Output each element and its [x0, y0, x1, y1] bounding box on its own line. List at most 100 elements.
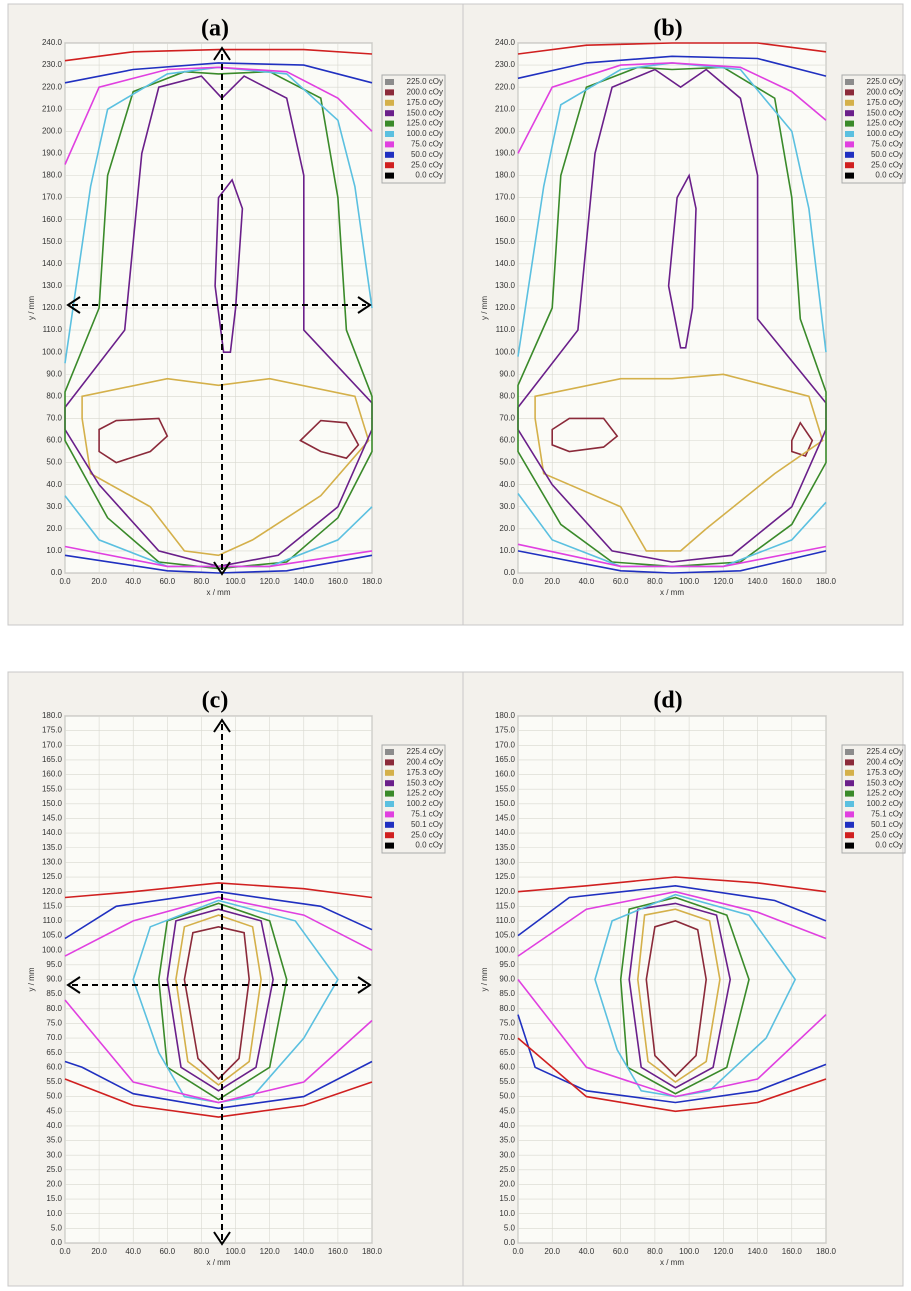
isodose-contour — [64, 75, 373, 568]
y-tick-label: 170.0 — [42, 193, 63, 202]
legend-swatch — [385, 99, 394, 106]
y-tick-label: 20.0 — [46, 524, 62, 533]
x-tick-label: 20.0 — [91, 577, 107, 586]
x-tick-label: 100.0 — [226, 577, 247, 586]
isodose-contour — [64, 66, 373, 165]
legend-label: 150.0 cOy — [407, 108, 443, 117]
isodose-contour — [791, 421, 814, 457]
y-tick-label: 120.0 — [42, 303, 63, 312]
y-tick-label: 20.0 — [499, 1180, 515, 1189]
x-tick-label: 100.0 — [226, 1247, 247, 1256]
legend-swatch — [385, 151, 394, 158]
y-tick-label: 160.0 — [495, 215, 516, 224]
y-tick-label: 145.0 — [495, 814, 516, 823]
x-tick-label: 0.0 — [512, 577, 524, 586]
y-tick-label: 85.0 — [46, 989, 62, 998]
y-tick-label: 40.0 — [499, 480, 515, 489]
x-tick-label: 120.0 — [713, 1247, 734, 1256]
y-axis-label: y / mm — [480, 296, 489, 320]
legend-swatch — [385, 780, 394, 787]
arrow-head — [213, 718, 231, 1246]
isodose-contour — [534, 373, 824, 552]
y-tick-label: 10.0 — [499, 546, 515, 555]
y-tick-label: 0.0 — [504, 1238, 516, 1247]
x-tick-label: 80.0 — [194, 577, 210, 586]
y-tick-label: 100.0 — [495, 945, 516, 954]
legend-label: 50.0 cOy — [411, 150, 443, 159]
y-tick-label: 45.0 — [499, 1106, 515, 1115]
isodose-contour — [64, 545, 373, 568]
y-tick-label: 110.0 — [496, 325, 516, 334]
y-tick-label: 125.0 — [495, 872, 516, 881]
y-tick-label: 170.0 — [495, 740, 516, 749]
isodose-contour — [517, 66, 827, 568]
legend-label: 225.4 cOy — [407, 747, 443, 756]
x-tick-label: 120.0 — [260, 1247, 281, 1256]
y-tick-label: 80.0 — [499, 391, 515, 400]
y-tick-label: 80.0 — [46, 1004, 62, 1013]
x-tick-label: 40.0 — [125, 577, 141, 586]
y-tick-label: 65.0 — [499, 1048, 515, 1057]
isodose-contour — [517, 979, 827, 1098]
legend-swatch — [385, 141, 394, 148]
isodose-contour — [517, 890, 827, 957]
x-tick-label: 140.0 — [294, 577, 315, 586]
y-tick-label: 150.0 — [42, 237, 63, 246]
isodose-contour — [175, 914, 262, 1086]
x-tick-label: 80.0 — [647, 1247, 663, 1256]
isodose-contour — [517, 550, 827, 574]
y-tick-label: 100.0 — [42, 347, 63, 356]
x-tick-label: 140.0 — [294, 1247, 315, 1256]
charts: 0.0 20.0 40.0 60.0 80.0 100.0 120.0 140.0 160.0 1… — [27, 16, 906, 1267]
legend-label: 200.0 cOy — [407, 88, 443, 97]
isodose-contour — [64, 890, 373, 940]
legend-label: 0.0 cOy — [415, 171, 443, 180]
legend-swatch — [845, 811, 854, 818]
legend-swatch — [845, 141, 854, 148]
y-tick-label: 30.0 — [46, 502, 62, 511]
y-tick-label: 50.0 — [499, 458, 515, 467]
y-tick-label: 15.0 — [499, 1194, 515, 1203]
legend-swatch — [845, 89, 854, 96]
x-tick-label: 120.0 — [260, 577, 281, 586]
y-tick-label: 140.0 — [495, 259, 516, 268]
y-tick-label: 140.0 — [42, 259, 63, 268]
legend-box — [381, 74, 446, 184]
legend-label: 75.1 cOy — [871, 810, 903, 819]
legend-swatch — [385, 801, 394, 807]
y-tick-label: 60.0 — [499, 1062, 515, 1071]
legend-swatch — [845, 769, 854, 776]
legend-swatch — [385, 842, 394, 849]
y-tick-label: 55.0 — [46, 1077, 62, 1086]
isodose-contour — [551, 417, 619, 453]
guide-arrows — [66, 46, 372, 1246]
x-tick-label: 0.0 — [512, 1247, 524, 1256]
y-tick-label: 120.0 — [42, 887, 63, 896]
y-tick-label: 210.0 — [495, 104, 516, 113]
legend-label: 225.4 cOy — [867, 747, 903, 756]
y-tick-label: 25.0 — [499, 1165, 515, 1174]
y-tick-label: 110.0 — [43, 325, 63, 334]
y-tick-label: 30.0 — [499, 502, 515, 511]
legend-label: 150.3 cOy — [407, 778, 443, 787]
legend-label: 75.1 cOy — [411, 810, 443, 819]
isodose-contour — [517, 42, 827, 55]
y-tick-label: 5.0 — [51, 1223, 63, 1232]
y-tick-label: 165.0 — [42, 755, 63, 764]
y-tick-label: 160.0 — [42, 215, 63, 224]
legend-label: 50.1 cOy — [411, 820, 443, 829]
y-tick-label: 70.0 — [46, 1033, 62, 1042]
legend-label: 0.0 cOy — [415, 841, 443, 850]
x-tick-label: 140.0 — [748, 1247, 769, 1256]
legend-label: 100.2 cOy — [867, 799, 903, 808]
x-tick-label: 160.0 — [782, 577, 803, 586]
legend-label: 25.0 cOy — [411, 160, 443, 169]
legend-swatch — [845, 120, 854, 127]
legend-swatch — [845, 842, 854, 849]
y-tick-label: 65.0 — [46, 1048, 62, 1057]
legend-label: 150.3 cOy — [867, 778, 903, 787]
legend-swatch — [385, 120, 394, 127]
y-tick-label: 15.0 — [46, 1194, 62, 1203]
x-tick-label: 160.0 — [782, 1247, 803, 1256]
legend-swatch — [845, 172, 854, 179]
